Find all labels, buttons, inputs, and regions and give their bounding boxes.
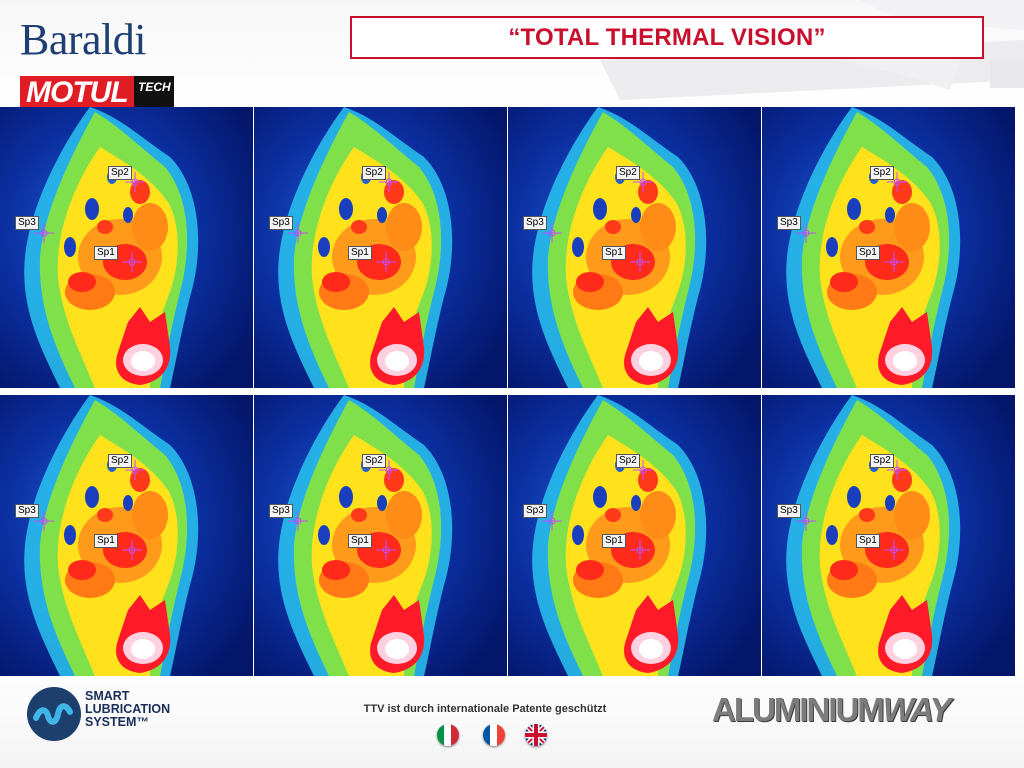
uk-flag-icon[interactable] (525, 724, 547, 746)
sls-line-3: SYSTEM™ (85, 715, 149, 729)
spot-label: Sp3 (15, 504, 39, 518)
spot-label: Sp2 (616, 166, 640, 180)
patent-notice: TTV ist durch internationale Patente ges… (363, 703, 607, 715)
sls-line-1: SMART (85, 689, 130, 703)
spot-label: Sp1 (856, 246, 880, 260)
spot-label: Sp2 (108, 166, 132, 180)
sls-line-2: LUBRICATION (85, 702, 171, 716)
spot-label: Sp3 (269, 504, 293, 518)
thermal-image: Sp2 Sp3 Sp1 (0, 395, 253, 676)
thermal-image: Sp2 Sp3 Sp1 (762, 107, 1015, 388)
spot-label: Sp2 (362, 454, 386, 468)
spot-label: Sp3 (15, 216, 39, 230)
thermal-image: Sp2 Sp3 Sp1 (508, 395, 761, 676)
sls-logo-icon (27, 687, 81, 741)
language-flags (432, 724, 552, 748)
motul-badge: MOTUL (20, 76, 134, 110)
tech-badge: TECH (134, 76, 174, 110)
brand-name: Baraldi (20, 15, 147, 64)
thermal-image: Sp2 Sp3 Sp1 (762, 395, 1015, 676)
spot-label: Sp1 (348, 534, 372, 548)
spot-label: Sp3 (269, 216, 293, 230)
spot-label: Sp2 (362, 166, 386, 180)
brand-logo-part-a: ALUMINIUM (712, 691, 885, 728)
thermal-image: Sp2 Sp3 Sp1 (254, 107, 507, 388)
thermal-image: Sp2 Sp3 Sp1 (508, 107, 761, 388)
spot-label: Sp1 (602, 246, 626, 260)
spot-label: Sp3 (777, 504, 801, 518)
thermal-image: Sp2 Sp3 Sp1 (254, 395, 507, 676)
spot-label: Sp1 (602, 534, 626, 548)
spot-label: Sp2 (870, 454, 894, 468)
page-title: “TOTAL THERMAL VISION” (508, 23, 826, 51)
sls-brand-text: SMART LUBRICATION SYSTEM™ (85, 690, 205, 729)
baraldi-motul-logo: Baraldi MOTUL TECH (16, 15, 176, 110)
spot-label: Sp1 (94, 246, 118, 260)
spot-label: Sp2 (870, 166, 894, 180)
thermal-image: Sp2 Sp3 Sp1 (0, 107, 253, 388)
italy-flag-icon[interactable] (437, 724, 459, 746)
france-flag-icon[interactable] (483, 724, 505, 746)
spot-label: Sp1 (94, 534, 118, 548)
spot-label: Sp3 (523, 504, 547, 518)
spot-label: Sp1 (856, 534, 880, 548)
thermal-image-grid: Sp2 Sp3 Sp1 (0, 107, 1015, 676)
spot-label: Sp2 (616, 454, 640, 468)
spot-label: Sp1 (348, 246, 372, 260)
spot-label: Sp2 (108, 454, 132, 468)
brand-logo-part-b: WAY (882, 691, 952, 728)
spot-label: Sp3 (777, 216, 801, 230)
title-box: “TOTAL THERMAL VISION” (350, 16, 984, 59)
aluminium-way-logo: ALUMINIUMWAY (712, 690, 1007, 730)
spot-label: Sp3 (523, 216, 547, 230)
